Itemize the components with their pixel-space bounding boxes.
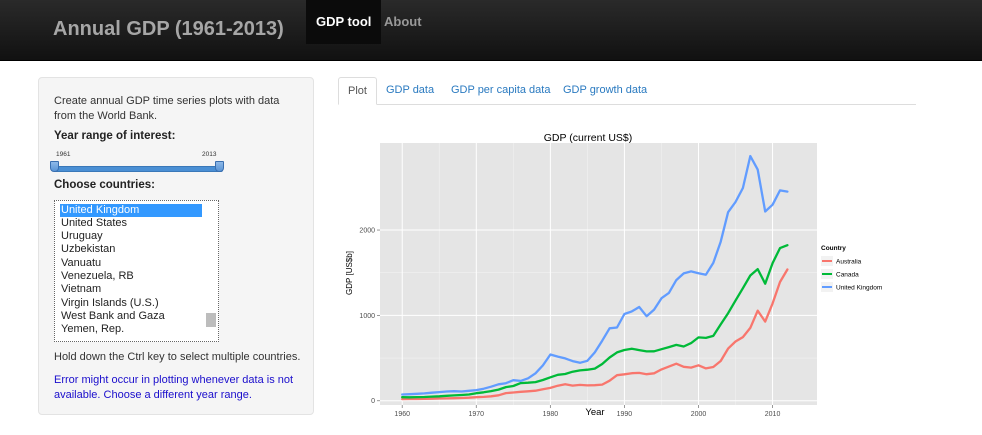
plot-series	[401, 154, 789, 401]
year-range-slider[interactable]	[54, 166, 223, 172]
x-tick-label: 1990	[617, 411, 633, 418]
y-tick-label: 2000	[359, 228, 375, 235]
ctrl-hint-text: Hold down the Ctrl key to select multipl…	[54, 351, 301, 363]
x-tick-label: 1960	[394, 411, 410, 418]
error-notice: Error might occur in plotting whenever d…	[54, 374, 294, 401]
intro-text: Create annual GDP time series plots with…	[54, 95, 280, 122]
gdp-chart: GDP (current US$) 1960 1970 1980 1990 2000 20…	[345, 132, 882, 418]
tab-bar: Plot GDP data GDP per capita data GDP gr…	[338, 77, 916, 105]
x-tick-label: 2000	[691, 411, 707, 418]
x-tick-label: 1970	[468, 411, 484, 418]
app-title: Annual GDP (1961-2013)	[53, 18, 284, 40]
y-tick-label: 1000	[359, 313, 375, 320]
tab-plot[interactable]: Plot	[338, 77, 377, 105]
country-option[interactable]: West Bank and Gaza	[61, 310, 165, 322]
year-range-label: Year range of interest:	[54, 130, 176, 142]
country-option[interactable]: Uruguay	[61, 230, 103, 242]
navbar: Annual GDP (1961-2013) GDP tool About	[0, 0, 982, 61]
legend-title: Country	[821, 245, 846, 252]
slider-min-label: 1961	[56, 151, 71, 158]
tab-gdp-per-capita-data[interactable]: GDP per capita data	[451, 84, 551, 96]
list-scrollbar-thumb[interactable]	[206, 313, 216, 327]
series-line	[401, 244, 789, 399]
series-line	[401, 154, 789, 396]
x-tick-label: 2010	[765, 411, 781, 418]
x-axis-label: Year	[585, 407, 604, 418]
nav-about[interactable]: About	[384, 14, 422, 29]
legend-label: Canada	[836, 272, 859, 279]
y-axis-label: GDP [US$b]	[345, 251, 354, 295]
legend-label: Australia	[836, 259, 862, 266]
tab-gdp-data[interactable]: GDP data	[386, 84, 435, 96]
country-option[interactable]: Virgin Islands (U.S.)	[61, 297, 159, 309]
country-option[interactable]: Venezuela, RB	[61, 270, 134, 282]
slider-handle-to[interactable]	[215, 161, 224, 172]
chart-title: GDP (current US$)	[544, 132, 633, 144]
tab-gdp-growth-data[interactable]: GDP growth data	[563, 84, 648, 96]
country-option[interactable]: Vanuatu	[61, 257, 102, 269]
x-tick-label: 1980	[543, 411, 559, 418]
countries-label: Choose countries:	[54, 179, 155, 191]
country-option[interactable]: Vietnam	[61, 283, 102, 295]
country-option[interactable]: Uzbekistan	[61, 243, 116, 255]
legend-label: United Kingdom	[836, 285, 882, 292]
country-select[interactable]: United Kingdom United States Uruguay Uzb…	[54, 200, 219, 342]
slider-max-label: 2013	[202, 151, 217, 158]
slider-handle-from[interactable]	[50, 161, 59, 172]
y-tick-label: 0	[371, 398, 375, 405]
country-option[interactable]: United States	[61, 217, 128, 229]
nav-gdp-tool[interactable]: GDP tool	[306, 0, 382, 44]
plot-axes: 1960 1970 1980 1990 2000 2010 0 1000 2000	[359, 228, 780, 418]
country-option[interactable]: Yemen, Rep.	[61, 323, 125, 335]
chart-legend: Country Australia Canada United Kingdom	[821, 245, 882, 292]
country-option[interactable]: United Kingdom	[60, 204, 202, 217]
series-line	[401, 268, 789, 401]
sidebar-panel: Create annual GDP time series plots with…	[38, 77, 314, 415]
plot-grid	[380, 143, 817, 405]
